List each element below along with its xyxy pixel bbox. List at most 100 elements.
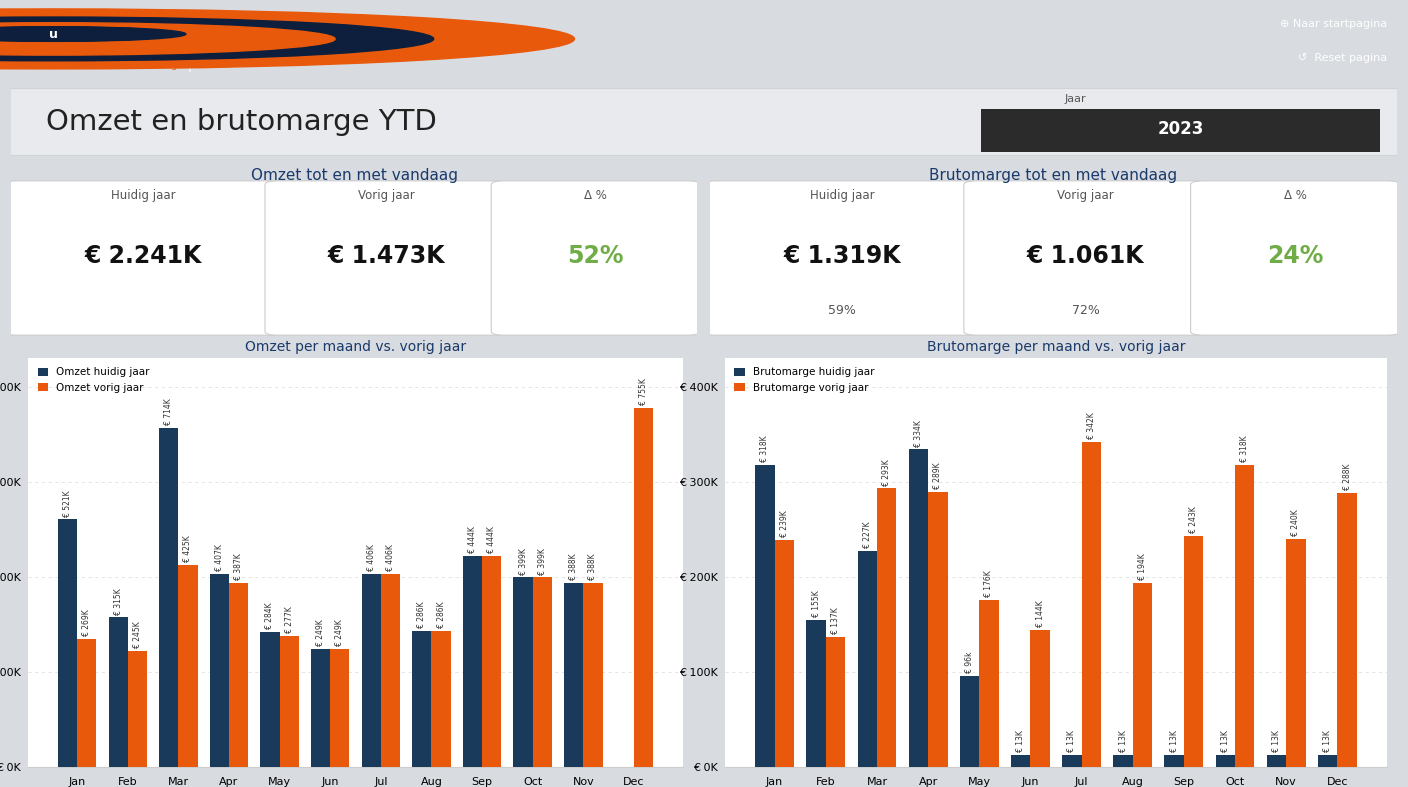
Bar <box>260 632 280 767</box>
Bar <box>380 575 400 767</box>
Text: € 13K: € 13K <box>1067 730 1076 752</box>
Bar <box>230 583 248 767</box>
Text: € 13K: € 13K <box>1017 730 1025 752</box>
Text: € 1.473K: € 1.473K <box>328 244 445 268</box>
Text: Huidig jaar: Huidig jaar <box>111 189 176 201</box>
Text: 52%: 52% <box>567 244 624 268</box>
Bar <box>77 639 96 767</box>
Bar <box>463 556 482 767</box>
Bar <box>1164 755 1184 767</box>
FancyBboxPatch shape <box>491 181 700 335</box>
Text: € 13K: € 13K <box>1170 730 1178 752</box>
Text: € 194K: € 194K <box>1138 553 1148 580</box>
Text: € 315K: € 315K <box>114 588 122 615</box>
Bar <box>1184 536 1204 767</box>
Bar <box>1215 755 1235 767</box>
Bar <box>1267 755 1286 767</box>
Bar <box>311 648 331 767</box>
Circle shape <box>0 27 175 42</box>
Text: € 318K: € 318K <box>760 435 769 462</box>
Text: € 13K: € 13K <box>1324 730 1332 752</box>
Bar <box>908 449 928 767</box>
Text: € 13K: € 13K <box>1271 730 1281 752</box>
Text: € 1.061K: € 1.061K <box>1026 244 1145 268</box>
Title: Brutomarge per maand vs. vorig jaar: Brutomarge per maand vs. vorig jaar <box>926 340 1186 354</box>
Bar <box>1338 493 1357 767</box>
Bar <box>362 575 380 767</box>
Text: Δ %: Δ % <box>584 189 607 201</box>
Bar <box>431 631 451 767</box>
Circle shape <box>0 23 335 55</box>
Bar <box>1081 442 1101 767</box>
Text: € 1.319K: € 1.319K <box>783 244 901 268</box>
Bar <box>58 519 77 767</box>
Text: 59%: 59% <box>828 304 856 316</box>
Text: € 144K: € 144K <box>1036 600 1045 627</box>
Bar <box>1062 755 1081 767</box>
Text: € 286K: € 286K <box>436 602 445 628</box>
Bar <box>928 493 948 767</box>
Text: u: u <box>49 28 58 42</box>
Text: € 96k: € 96k <box>964 652 974 673</box>
FancyBboxPatch shape <box>964 181 1208 335</box>
Text: € 342K: € 342K <box>1087 412 1095 439</box>
Text: € 387K: € 387K <box>234 553 244 580</box>
Text: € 521K: € 521K <box>63 490 72 516</box>
Text: 24%: 24% <box>1267 244 1324 268</box>
Bar <box>807 620 826 767</box>
Bar <box>280 636 298 767</box>
Text: € 155K: € 155K <box>811 590 821 617</box>
Bar <box>108 618 128 767</box>
Text: € 714K: € 714K <box>165 398 173 425</box>
Text: € 2.241K: € 2.241K <box>84 244 201 268</box>
FancyBboxPatch shape <box>1191 181 1400 335</box>
Bar <box>159 427 179 767</box>
Text: € 284K: € 284K <box>266 603 275 630</box>
Text: € 388K: € 388K <box>589 553 597 580</box>
Text: € 406K: € 406K <box>366 545 376 571</box>
Bar <box>128 651 146 767</box>
Text: € 245K: € 245K <box>132 621 142 648</box>
Text: Huidig jaar: Huidig jaar <box>810 189 874 201</box>
FancyBboxPatch shape <box>265 181 508 335</box>
Bar <box>826 637 845 767</box>
Text: 2023: 2023 <box>1157 120 1204 138</box>
Text: 72%: 72% <box>1071 304 1100 316</box>
Text: € 243K: € 243K <box>1190 507 1198 534</box>
Bar <box>1318 755 1338 767</box>
Bar <box>1235 464 1255 767</box>
FancyBboxPatch shape <box>4 181 282 335</box>
Text: € 755K: € 755K <box>639 379 648 405</box>
Bar <box>1132 582 1152 767</box>
Text: Vorig jaar: Vorig jaar <box>358 189 415 201</box>
Text: € 444K: € 444K <box>487 527 496 553</box>
Text: € 399K: € 399K <box>538 548 546 575</box>
Text: Δ %: Δ % <box>1284 189 1307 201</box>
Text: € 318K: € 318K <box>1240 435 1249 462</box>
Text: Omzet en brutomarge YTD: Omzet en brutomarge YTD <box>46 108 436 136</box>
Bar <box>980 600 998 767</box>
Text: Omzet tot en met vandaag: Omzet tot en met vandaag <box>251 168 458 183</box>
Text: € 425K: € 425K <box>183 535 193 562</box>
Bar <box>331 648 349 767</box>
Text: Jaar: Jaar <box>1064 94 1086 105</box>
Bar <box>857 551 877 767</box>
Text: € 176K: € 176K <box>984 571 994 597</box>
Text: € 239K: € 239K <box>780 510 788 537</box>
Bar <box>482 556 501 767</box>
Text: € 334K: € 334K <box>914 419 922 446</box>
Bar <box>960 676 980 767</box>
Text: € 388K: € 388K <box>569 553 579 580</box>
Bar <box>179 565 197 767</box>
Circle shape <box>0 17 434 61</box>
Text: ↺  Reset pagina: ↺ Reset pagina <box>1298 54 1387 64</box>
Text: € 286K: € 286K <box>417 602 427 628</box>
Text: € 240K: € 240K <box>1291 509 1301 536</box>
FancyBboxPatch shape <box>981 109 1380 152</box>
Text: € 137K: € 137K <box>831 608 841 634</box>
Bar <box>774 540 794 767</box>
Text: € 444K: € 444K <box>467 527 477 553</box>
Text: € 249K: € 249K <box>335 619 345 646</box>
Text: € 407K: € 407K <box>215 544 224 571</box>
Text: € 289K: € 289K <box>934 463 942 490</box>
